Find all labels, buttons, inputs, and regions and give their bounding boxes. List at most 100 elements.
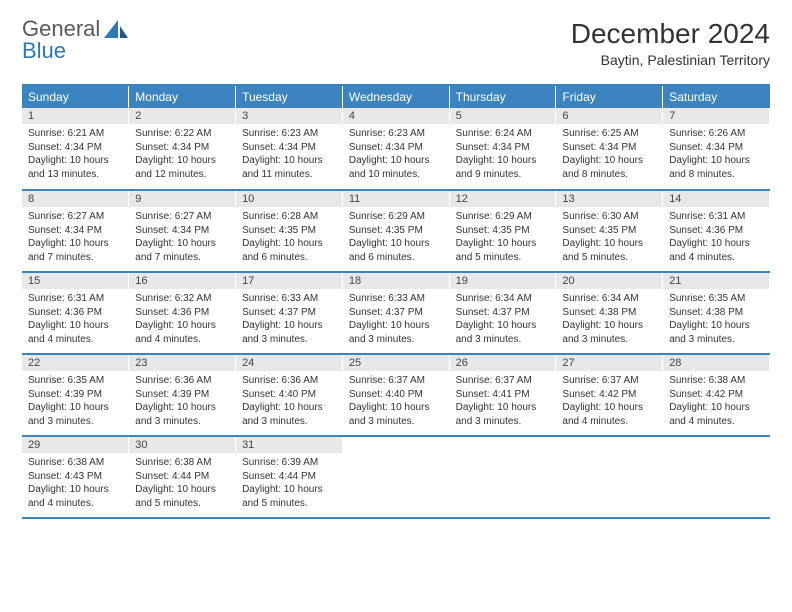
day-info: Sunrise: 6:27 AMSunset: 4:34 PMDaylight:…: [129, 207, 235, 268]
calendar-cell: 5Sunrise: 6:24 AMSunset: 4:34 PMDaylight…: [449, 108, 556, 190]
calendar-cell: 17Sunrise: 6:33 AMSunset: 4:37 PMDayligh…: [236, 272, 343, 354]
location: Baytin, Palestinian Territory: [571, 52, 770, 68]
month-title: December 2024: [571, 18, 770, 50]
day-number: 22: [22, 355, 128, 371]
header: General Blue December 2024 Baytin, Pales…: [22, 18, 770, 72]
day-number: 9: [129, 191, 235, 207]
day-info: Sunrise: 6:28 AMSunset: 4:35 PMDaylight:…: [236, 207, 342, 268]
calendar-body: 1Sunrise: 6:21 AMSunset: 4:34 PMDaylight…: [22, 108, 770, 518]
calendar-cell: 19Sunrise: 6:34 AMSunset: 4:37 PMDayligh…: [449, 272, 556, 354]
calendar-cell: [342, 436, 449, 518]
day-info: Sunrise: 6:38 AMSunset: 4:43 PMDaylight:…: [22, 453, 128, 514]
calendar-cell: 3Sunrise: 6:23 AMSunset: 4:34 PMDaylight…: [236, 108, 343, 190]
day-info: Sunrise: 6:36 AMSunset: 4:39 PMDaylight:…: [129, 371, 235, 432]
calendar-cell: 13Sunrise: 6:30 AMSunset: 4:35 PMDayligh…: [556, 190, 663, 272]
day-number: 12: [450, 191, 556, 207]
day-number: 24: [236, 355, 342, 371]
day-number: 27: [556, 355, 662, 371]
weekday-header-row: SundayMondayTuesdayWednesdayThursdayFrid…: [22, 85, 770, 108]
day-number: 7: [663, 108, 769, 124]
calendar-cell: 9Sunrise: 6:27 AMSunset: 4:34 PMDaylight…: [129, 190, 236, 272]
day-number: 4: [343, 108, 449, 124]
title-block: December 2024 Baytin, Palestinian Territ…: [571, 18, 770, 72]
day-number: 20: [556, 273, 662, 289]
day-info: Sunrise: 6:32 AMSunset: 4:36 PMDaylight:…: [129, 289, 235, 350]
day-info: Sunrise: 6:34 AMSunset: 4:37 PMDaylight:…: [450, 289, 556, 350]
logo-word2: Blue: [22, 40, 100, 62]
calendar-cell: 26Sunrise: 6:37 AMSunset: 4:41 PMDayligh…: [449, 354, 556, 436]
calendar-cell: 28Sunrise: 6:38 AMSunset: 4:42 PMDayligh…: [663, 354, 770, 436]
weekday-header: Saturday: [663, 85, 770, 108]
day-info: Sunrise: 6:31 AMSunset: 4:36 PMDaylight:…: [663, 207, 769, 268]
day-info: Sunrise: 6:38 AMSunset: 4:44 PMDaylight:…: [129, 453, 235, 514]
calendar-cell: 23Sunrise: 6:36 AMSunset: 4:39 PMDayligh…: [129, 354, 236, 436]
calendar-cell: 2Sunrise: 6:22 AMSunset: 4:34 PMDaylight…: [129, 108, 236, 190]
day-info: Sunrise: 6:33 AMSunset: 4:37 PMDaylight:…: [236, 289, 342, 350]
day-number: 14: [663, 191, 769, 207]
day-info: Sunrise: 6:23 AMSunset: 4:34 PMDaylight:…: [343, 124, 449, 185]
weekday-header: Sunday: [22, 85, 129, 108]
calendar-cell: [449, 436, 556, 518]
day-info: Sunrise: 6:30 AMSunset: 4:35 PMDaylight:…: [556, 207, 662, 268]
calendar-week-row: 22Sunrise: 6:35 AMSunset: 4:39 PMDayligh…: [22, 354, 770, 436]
logo: General Blue: [22, 18, 130, 62]
calendar-cell: 10Sunrise: 6:28 AMSunset: 4:35 PMDayligh…: [236, 190, 343, 272]
day-number: 30: [129, 437, 235, 453]
calendar-week-row: 15Sunrise: 6:31 AMSunset: 4:36 PMDayligh…: [22, 272, 770, 354]
day-number: 6: [556, 108, 662, 124]
day-info: Sunrise: 6:37 AMSunset: 4:42 PMDaylight:…: [556, 371, 662, 432]
day-number: 25: [343, 355, 449, 371]
calendar-cell: 31Sunrise: 6:39 AMSunset: 4:44 PMDayligh…: [236, 436, 343, 518]
day-info: Sunrise: 6:35 AMSunset: 4:38 PMDaylight:…: [663, 289, 769, 350]
weekday-header: Thursday: [449, 85, 556, 108]
day-number: 16: [129, 273, 235, 289]
day-number: 29: [22, 437, 128, 453]
day-info: Sunrise: 6:35 AMSunset: 4:39 PMDaylight:…: [22, 371, 128, 432]
day-info: Sunrise: 6:39 AMSunset: 4:44 PMDaylight:…: [236, 453, 342, 514]
calendar-cell: 21Sunrise: 6:35 AMSunset: 4:38 PMDayligh…: [663, 272, 770, 354]
day-info: Sunrise: 6:29 AMSunset: 4:35 PMDaylight:…: [343, 207, 449, 268]
calendar-cell: 4Sunrise: 6:23 AMSunset: 4:34 PMDaylight…: [342, 108, 449, 190]
calendar-cell: 24Sunrise: 6:36 AMSunset: 4:40 PMDayligh…: [236, 354, 343, 436]
day-number: 1: [22, 108, 128, 124]
calendar-cell: 6Sunrise: 6:25 AMSunset: 4:34 PMDaylight…: [556, 108, 663, 190]
calendar-cell: [556, 436, 663, 518]
calendar-cell: 12Sunrise: 6:29 AMSunset: 4:35 PMDayligh…: [449, 190, 556, 272]
calendar-table: SundayMondayTuesdayWednesdayThursdayFrid…: [22, 84, 770, 519]
logo-word1: General: [22, 18, 100, 40]
calendar-cell: 14Sunrise: 6:31 AMSunset: 4:36 PMDayligh…: [663, 190, 770, 272]
calendar-cell: 7Sunrise: 6:26 AMSunset: 4:34 PMDaylight…: [663, 108, 770, 190]
day-number: 11: [343, 191, 449, 207]
day-number: 15: [22, 273, 128, 289]
day-number: 28: [663, 355, 769, 371]
calendar-cell: 18Sunrise: 6:33 AMSunset: 4:37 PMDayligh…: [342, 272, 449, 354]
calendar-week-row: 8Sunrise: 6:27 AMSunset: 4:34 PMDaylight…: [22, 190, 770, 272]
day-info: Sunrise: 6:27 AMSunset: 4:34 PMDaylight:…: [22, 207, 128, 268]
day-number: 17: [236, 273, 342, 289]
day-number: 3: [236, 108, 342, 124]
day-info: Sunrise: 6:24 AMSunset: 4:34 PMDaylight:…: [450, 124, 556, 185]
calendar-week-row: 1Sunrise: 6:21 AMSunset: 4:34 PMDaylight…: [22, 108, 770, 190]
day-number: 18: [343, 273, 449, 289]
calendar-cell: 15Sunrise: 6:31 AMSunset: 4:36 PMDayligh…: [22, 272, 129, 354]
calendar-cell: 1Sunrise: 6:21 AMSunset: 4:34 PMDaylight…: [22, 108, 129, 190]
day-number: 2: [129, 108, 235, 124]
weekday-header: Wednesday: [342, 85, 449, 108]
day-info: Sunrise: 6:25 AMSunset: 4:34 PMDaylight:…: [556, 124, 662, 185]
day-info: Sunrise: 6:21 AMSunset: 4:34 PMDaylight:…: [22, 124, 128, 185]
day-number: 10: [236, 191, 342, 207]
day-number: 23: [129, 355, 235, 371]
calendar-cell: 27Sunrise: 6:37 AMSunset: 4:42 PMDayligh…: [556, 354, 663, 436]
day-info: Sunrise: 6:22 AMSunset: 4:34 PMDaylight:…: [129, 124, 235, 185]
day-info: Sunrise: 6:31 AMSunset: 4:36 PMDaylight:…: [22, 289, 128, 350]
day-info: Sunrise: 6:38 AMSunset: 4:42 PMDaylight:…: [663, 371, 769, 432]
weekday-header: Tuesday: [236, 85, 343, 108]
day-info: Sunrise: 6:29 AMSunset: 4:35 PMDaylight:…: [450, 207, 556, 268]
day-number: 19: [450, 273, 556, 289]
logo-sail-icon: [104, 20, 130, 46]
day-info: Sunrise: 6:33 AMSunset: 4:37 PMDaylight:…: [343, 289, 449, 350]
day-number: 31: [236, 437, 342, 453]
calendar-week-row: 29Sunrise: 6:38 AMSunset: 4:43 PMDayligh…: [22, 436, 770, 518]
calendar-cell: 16Sunrise: 6:32 AMSunset: 4:36 PMDayligh…: [129, 272, 236, 354]
weekday-header: Friday: [556, 85, 663, 108]
